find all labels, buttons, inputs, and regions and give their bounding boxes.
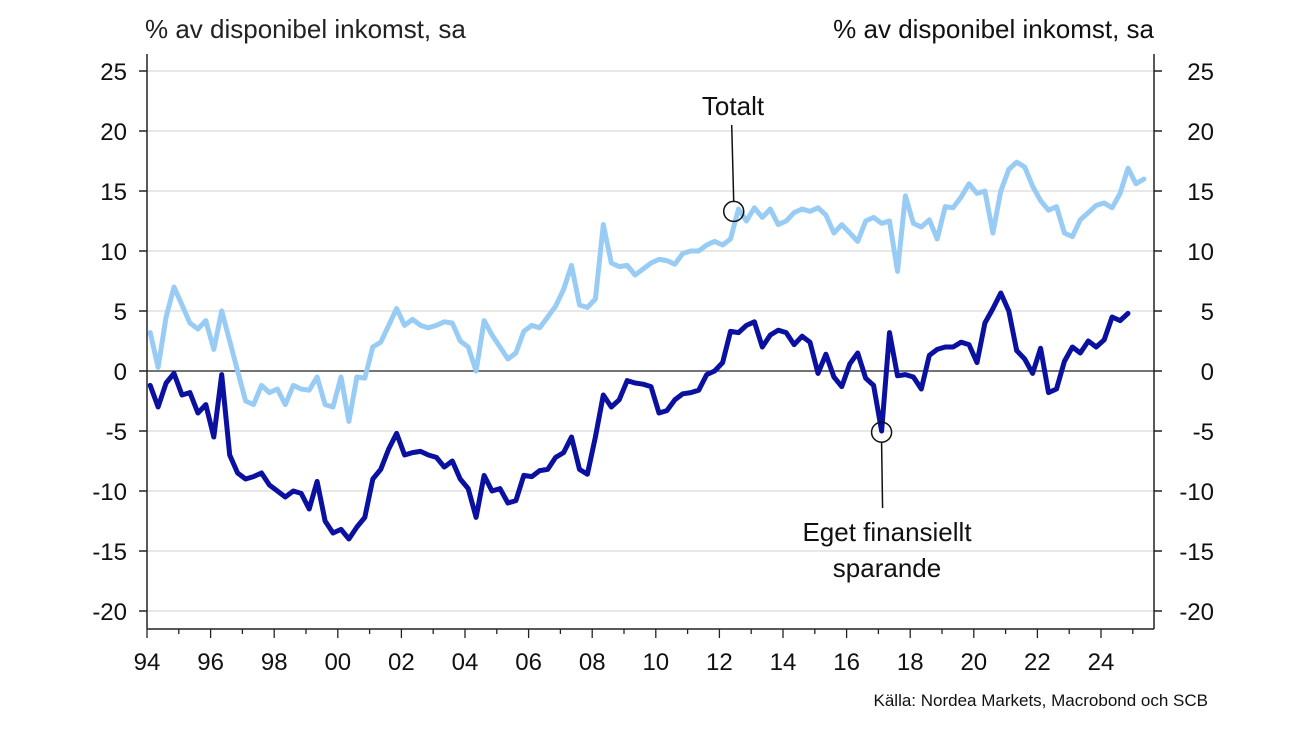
- annotation-marker-totalt: [722, 200, 745, 223]
- source-note: Källa: Nordea Markets, Macrobond och SCB: [874, 691, 1209, 710]
- y-tick-label-left: 5: [114, 299, 127, 326]
- x-tick-label: 96: [197, 649, 224, 676]
- x-tick-label: 24: [1088, 649, 1115, 676]
- annotations: Totalt Eget finansiellt sparande: [702, 91, 972, 583]
- y-tick-label-right: -5: [1193, 419, 1214, 446]
- x-tick-label: 98: [261, 649, 288, 676]
- annotation-leader-sparande: [880, 442, 884, 509]
- series-line-eget-finansiellt-sparande: [147, 290, 1131, 542]
- y-tick-label-right: -15: [1179, 539, 1214, 566]
- x-tick-label: 02: [388, 649, 415, 676]
- x-tick-label: 20: [960, 649, 987, 676]
- x-tick-label: 00: [324, 649, 351, 676]
- y-tick-label-right: 10: [1187, 239, 1214, 266]
- x-tick-label: 16: [833, 649, 860, 676]
- y-axis-title-right: % av disponibel inkomst, sa: [833, 14, 1154, 44]
- annotation-label-totalt: Totalt: [702, 91, 765, 121]
- y-tick-label-left: -10: [92, 479, 127, 506]
- y-ticks-left: 25 20 15 10 5 0 -5 -10 -15 -20: [92, 59, 147, 626]
- y-tick-label-right: 20: [1187, 119, 1214, 146]
- y-axis-title-left: % av disponibel inkomst, sa: [145, 14, 466, 44]
- plot-frame: [146, 54, 1155, 630]
- series-line-totalt: [147, 159, 1147, 424]
- y-tick-label-right: -10: [1179, 479, 1214, 506]
- gridlines: [147, 70, 1154, 612]
- y-tick-label-right: 0: [1201, 359, 1214, 386]
- y-tick-label-left: 25: [100, 59, 127, 86]
- y-tick-label-right: 15: [1187, 179, 1214, 206]
- x-tick-label: 04: [452, 649, 479, 676]
- x-tick-label: 08: [579, 649, 606, 676]
- annotation-leader-totalt: [730, 124, 735, 202]
- y-tick-label-right: 25: [1187, 59, 1214, 86]
- annotation-label-sparande-line1: Eget finansiellt: [802, 517, 972, 547]
- series-layer: [147, 159, 1147, 542]
- y-tick-label-left: -5: [106, 419, 127, 446]
- x-tick-label: 14: [770, 649, 797, 676]
- x-ticks: 94 96 98 00 02 04 06 08 10 12 14 16 18 20 22 24: [134, 629, 1134, 676]
- x-tick-label: 06: [515, 649, 542, 676]
- annotation-marker-sparande: [870, 421, 893, 443]
- y-tick-label-left: 20: [100, 119, 127, 146]
- x-tick-label: 22: [1024, 649, 1051, 676]
- x-tick-label: 18: [897, 649, 924, 676]
- y-tick-label-left: -20: [92, 599, 127, 626]
- x-tick-label: 94: [134, 649, 161, 676]
- y-tick-label-left: 0: [114, 359, 127, 386]
- y-ticks-right: 25 20 15 10 5 0 -5 -10 -15 -20: [1154, 59, 1214, 626]
- y-tick-label-left: 15: [100, 179, 127, 206]
- x-tick-label: 12: [706, 649, 733, 676]
- y-tick-label-left: 10: [100, 239, 127, 266]
- x-tick-label: 10: [642, 649, 669, 676]
- y-tick-label-right: 5: [1201, 299, 1214, 326]
- y-tick-label-left: -15: [92, 539, 127, 566]
- annotation-label-sparande-line2: sparande: [833, 553, 941, 583]
- y-tick-label-right: -20: [1179, 599, 1214, 626]
